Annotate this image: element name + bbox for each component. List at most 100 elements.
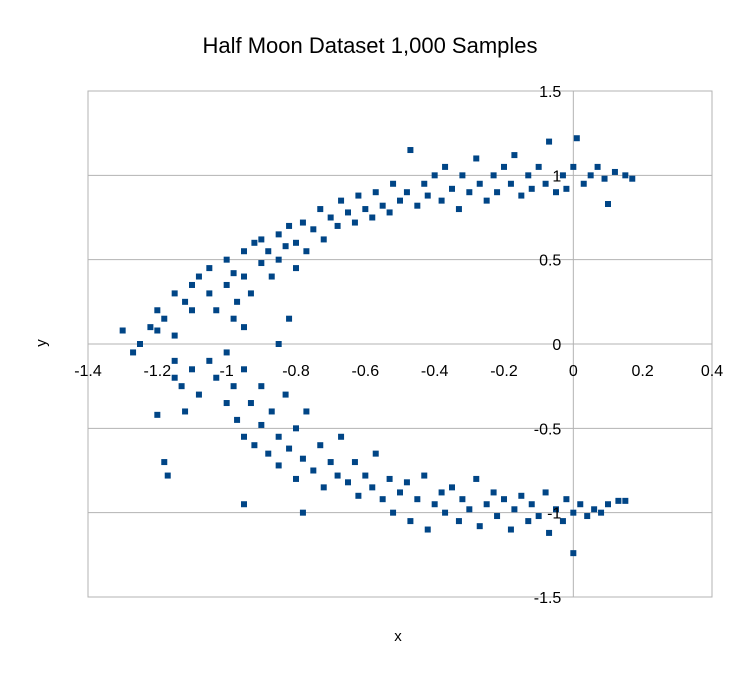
data-point	[466, 506, 473, 513]
data-point	[584, 513, 591, 520]
data-point	[258, 383, 265, 390]
data-point	[334, 472, 341, 479]
data-point	[622, 497, 629, 504]
data-point	[483, 197, 490, 204]
data-point	[414, 202, 421, 209]
data-point	[414, 496, 421, 503]
data-point	[223, 400, 230, 407]
data-point	[268, 408, 275, 415]
data-point	[275, 462, 282, 469]
x-axis-label: x	[394, 628, 402, 645]
x-tick-label: -1	[220, 363, 234, 380]
data-point	[594, 163, 601, 170]
x-tick-label: -1.2	[144, 363, 172, 380]
data-point	[553, 506, 559, 513]
data-point	[234, 416, 241, 423]
data-point	[535, 513, 542, 520]
data-point	[601, 175, 608, 182]
data-point	[535, 163, 542, 170]
data-point	[369, 484, 376, 491]
data-point	[449, 484, 455, 491]
data-point	[265, 248, 272, 255]
data-point	[473, 155, 480, 162]
data-point	[268, 273, 275, 280]
data-point	[379, 202, 386, 209]
data-point	[407, 518, 414, 525]
data-point	[299, 219, 306, 226]
data-point	[598, 509, 605, 516]
data-point	[130, 349, 137, 356]
data-point	[546, 138, 553, 145]
data-point	[559, 518, 566, 525]
data-point	[518, 492, 525, 499]
data-point	[622, 172, 629, 179]
data-point	[327, 214, 334, 221]
data-point	[518, 192, 525, 199]
data-point	[424, 526, 431, 533]
data-point	[573, 135, 580, 142]
data-point	[355, 192, 362, 199]
data-point	[528, 501, 535, 508]
data-point	[310, 226, 317, 233]
data-point	[431, 172, 438, 179]
data-point	[241, 501, 247, 508]
data-point	[528, 185, 535, 192]
data-point	[275, 256, 282, 263]
data-point	[293, 425, 299, 432]
data-point	[507, 180, 514, 187]
data-point	[438, 489, 445, 496]
data-point	[605, 201, 611, 208]
y-tick-label: -0.5	[534, 421, 562, 438]
data-point	[459, 172, 466, 179]
data-point	[629, 175, 636, 182]
data-point	[459, 496, 466, 503]
data-point	[473, 475, 480, 482]
data-point	[580, 180, 587, 187]
data-point	[494, 189, 501, 196]
data-point	[265, 450, 272, 457]
data-point	[345, 479, 351, 486]
data-point	[258, 421, 265, 428]
x-tick-label: -0.6	[352, 363, 380, 380]
data-point	[501, 496, 507, 503]
data-point	[553, 189, 559, 196]
data-point	[490, 172, 497, 179]
y-tick-label: -1.5	[534, 590, 562, 607]
data-point	[563, 496, 570, 503]
data-point	[275, 433, 282, 440]
data-point	[511, 506, 518, 513]
data-point	[154, 327, 161, 334]
data-point	[345, 209, 351, 216]
data-point	[386, 475, 393, 482]
data-point	[338, 433, 345, 440]
data-point	[299, 455, 306, 462]
data-point	[587, 172, 594, 179]
data-point	[424, 192, 431, 199]
data-point	[570, 550, 577, 557]
data-point	[542, 489, 549, 496]
data-point	[327, 459, 334, 466]
data-point	[362, 472, 369, 479]
data-point	[351, 219, 358, 226]
data-point	[206, 290, 213, 297]
data-point	[442, 509, 449, 516]
data-point	[258, 236, 265, 243]
x-tick-label: 0	[569, 363, 578, 380]
data-point	[546, 529, 553, 536]
data-point	[455, 206, 462, 213]
data-point	[189, 307, 195, 314]
x-tick-label: -0.2	[490, 363, 518, 380]
y-tick-label: 0.5	[539, 253, 561, 270]
data-point	[206, 357, 213, 364]
data-point	[525, 518, 532, 525]
x-tick-label: -0.4	[421, 363, 449, 380]
data-point	[213, 374, 220, 381]
x-tick-label: -0.8	[282, 363, 310, 380]
data-point	[338, 197, 345, 204]
x-tick-label: -1.4	[74, 363, 102, 380]
data-point	[449, 185, 455, 192]
data-point	[282, 391, 289, 398]
data-point	[438, 197, 445, 204]
data-point	[251, 239, 258, 246]
